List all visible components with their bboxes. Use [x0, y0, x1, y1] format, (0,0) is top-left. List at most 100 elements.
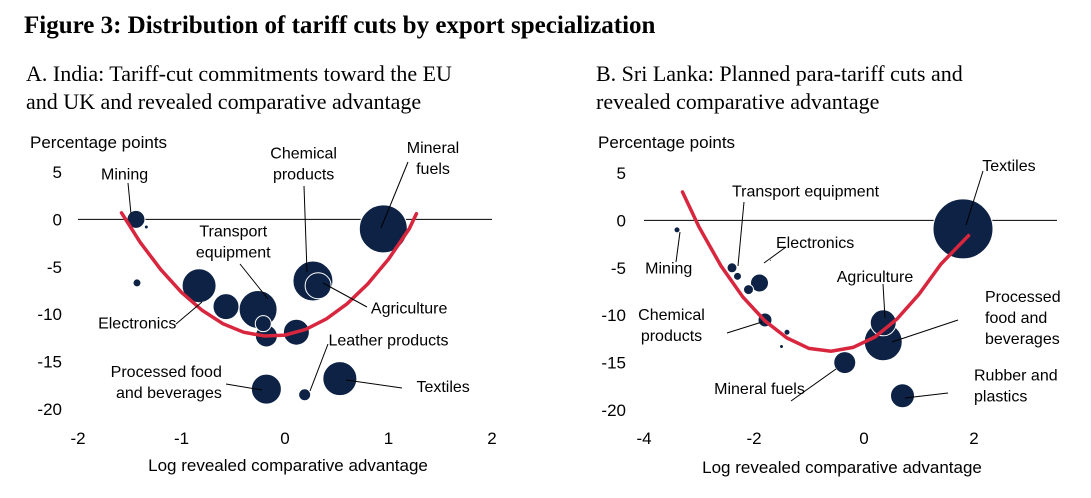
panel-a-annotation: Agriculture	[371, 300, 448, 317]
panel-a-x-tick-label: 1	[384, 429, 393, 448]
panel-b-y-tick-label: -20	[601, 401, 626, 420]
panel-b: B. Sri Lanka: Planned para-tariff cuts a…	[596, 61, 1061, 477]
panel-b-annotation-line: Mining	[645, 260, 692, 277]
panel-a-annotation-line: fuels	[416, 161, 450, 178]
panel-b-x-tick-label: -2	[746, 429, 761, 448]
panel-b-data-point	[750, 273, 769, 293]
panel-b-leader-line	[790, 368, 837, 402]
panel-a-data-point	[250, 373, 282, 405]
panel-a-data-point	[143, 224, 149, 230]
panel-a-data-point	[212, 293, 240, 321]
panel-a-annotation-line: products	[273, 167, 334, 184]
panel-b-x-tick-label: 0	[859, 429, 868, 448]
panel-b-data-point	[783, 328, 791, 336]
panel-b-data-point	[869, 309, 897, 337]
panel-a-subtitle-line-2: and UK and revealed comparative advantag…	[26, 89, 421, 114]
panel-b-annotation-line: Chemical	[638, 307, 705, 324]
panel-b-annotation: Processed food and beverages	[985, 289, 1061, 348]
panel-b-leader-line	[882, 283, 886, 319]
panel-b-annotation-line: Processed	[985, 289, 1061, 306]
panel-b-subtitle-line-2: revealed comparative advantage	[596, 89, 879, 114]
panel-b-leader-line	[965, 170, 984, 226]
panel-a-y-tick-label: 0	[53, 210, 62, 229]
panel-b-annotation-line: products	[641, 328, 702, 345]
panel-a-annotation: Processed food and beverages	[111, 364, 222, 402]
panel-b-y-axis-label: Percentage points	[598, 133, 735, 152]
panel-a-y-tick-label: -20	[37, 400, 62, 419]
panel-b-annotation: Rubber and plastics	[974, 368, 1058, 406]
panel-a-annotation: Mining	[101, 167, 148, 184]
panel-a-x-tick-label: -1	[174, 429, 189, 448]
panel-a-annotation: Transport equipment	[196, 223, 271, 261]
panel-a-leader-line	[345, 379, 403, 389]
panel-a-leader-line	[380, 161, 409, 229]
panel-a-annotation-line: Mining	[101, 167, 148, 184]
panel-b-fitted-curve	[680, 190, 971, 353]
panel-b-y-tick-label: -5	[611, 259, 626, 278]
panel-b-data-point	[932, 198, 994, 260]
panel-b-leader-line	[904, 392, 949, 399]
panel-a-leader-line	[239, 263, 269, 300]
panel-a-annotation: Textiles	[416, 379, 469, 396]
panel-a-annotation-line: Agriculture	[371, 300, 448, 317]
panel-b-data-point	[769, 258, 772, 262]
panel-b-annotation-line: Electronics	[776, 235, 854, 252]
panel-a-annotation-line: Electronics	[98, 315, 176, 332]
panel-a-annotation-line: and beverages	[116, 385, 222, 402]
panel-b-x-axis-label: Log revealed comparative advantage	[702, 458, 982, 477]
panel-b-annotation: Mineral fuels	[714, 381, 805, 398]
panel-a-annotation-line: equipment	[196, 244, 271, 261]
panel-a-annotation-line: Textiles	[416, 379, 469, 396]
panel-a-data-point	[358, 204, 408, 254]
panel-b-annotation-line: food and	[985, 310, 1047, 327]
panel-a-leader-line	[303, 185, 308, 273]
panel-a-annotation-line: Processed food	[111, 364, 222, 381]
panel-b-y-tick-label: -10	[601, 306, 626, 325]
panel-b-leader-line	[737, 201, 745, 267]
panel-b-annotation: Electronics	[776, 235, 854, 252]
panel-b-leader-line	[891, 319, 959, 343]
panel-a-x-tick-label: 0	[280, 429, 289, 448]
panel-b-annotation-line: Mineral fuels	[714, 381, 805, 398]
panel-a-annotation-line: Mineral	[407, 140, 459, 157]
panel-b-data-point	[779, 343, 784, 349]
panel-a-data-point	[298, 388, 312, 402]
panel-a: A. India: Tariff-cut commitments toward …	[26, 61, 497, 475]
panel-b-data-point	[673, 226, 681, 234]
panel-b-annotation-line: beverages	[985, 331, 1060, 348]
panel-a-x-tick-label: 2	[487, 429, 496, 448]
panel-b-leader-line	[675, 231, 681, 263]
panel-a-annotation: Mineral fuels	[407, 140, 459, 178]
panel-b-subtitle-line-1: B. Sri Lanka: Planned para-tariff cuts a…	[596, 61, 963, 86]
panel-b-data-point	[726, 262, 738, 274]
figure-title: Figure 3: Distribution of tariff cuts by…	[24, 12, 656, 39]
panel-a-y-tick-label: -10	[37, 305, 62, 324]
panel-b-leader-line	[763, 246, 787, 264]
panel-b-y-tick-label: 0	[617, 211, 626, 230]
panel-a-subtitle-line-1: A. India: Tariff-cut commitments toward …	[26, 61, 452, 86]
panel-a-x-tick-label: -2	[70, 429, 85, 448]
panel-a-annotation: Electronics	[98, 315, 176, 332]
panel-a-y-tick-label: -5	[47, 258, 62, 277]
panel-a-data-point	[132, 278, 142, 288]
panel-a-data-point	[181, 268, 217, 304]
panel-b-leader-line	[726, 321, 763, 334]
panel-a-annotation: Leather products	[328, 332, 448, 349]
panel-a-leader-line	[127, 182, 132, 215]
panel-a-y-tick-label: 5	[53, 163, 62, 182]
panel-b-annotation-line: Transport equipment	[732, 184, 880, 201]
panel-b-annotation-line: Agriculture	[837, 269, 914, 286]
panel-b-annotation: Agriculture	[837, 269, 914, 286]
panel-a-fitted-curve	[119, 211, 419, 338]
panel-a-y-tick-label: -15	[37, 353, 62, 372]
panel-b-x-tick-label: -4	[636, 429, 651, 448]
panel-a-leader-line	[309, 343, 329, 392]
panel-a-leader-line	[225, 383, 263, 391]
panel-b-y-tick-label: 5	[617, 164, 626, 183]
panel-b-x-tick-label: 2	[969, 429, 978, 448]
panel-a-annotation-line: Leather products	[328, 332, 448, 349]
panel-b-data-point	[743, 284, 754, 296]
panel-b-annotation-line: plastics	[974, 389, 1027, 406]
